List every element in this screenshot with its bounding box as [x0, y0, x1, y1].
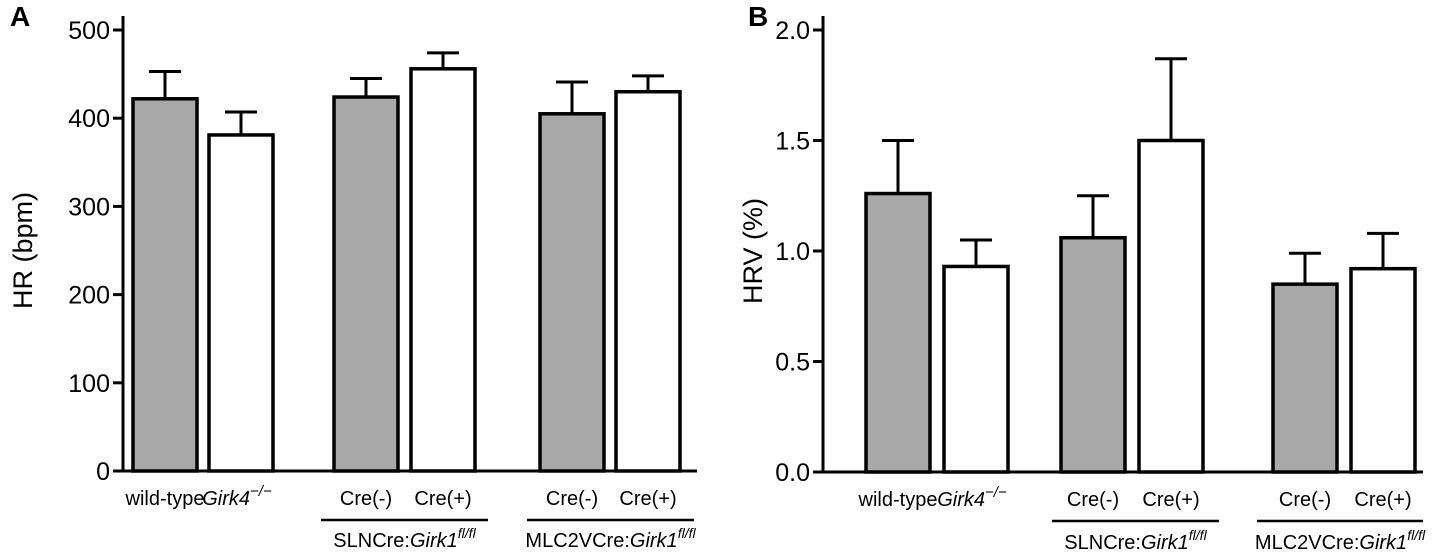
- bar: [1137, 138, 1205, 474]
- bar: [614, 89, 682, 473]
- bar: [538, 112, 606, 473]
- category-label: Girk4−/−: [937, 484, 1007, 511]
- group-label: MLC2VCre:Girk1fl/fl: [525, 525, 696, 552]
- category-label: Cre(-): [340, 488, 392, 510]
- category-label: wild-type: [858, 489, 938, 511]
- category-label: Cre(+): [414, 488, 471, 510]
- panel-letter: A: [10, 1, 30, 32]
- category-label: Cre(+): [619, 488, 676, 510]
- category-label: wild-type: [125, 488, 205, 510]
- y-tick-label: 2.0: [775, 17, 810, 45]
- category-label: Cre(-): [1279, 489, 1331, 511]
- group-label: SLNCre:Girk1fl/fl: [1064, 527, 1207, 554]
- panel-b-hrv-chart: B 0.0 0.5 1.0 1.5 2.0 HRV (%) wild-type Girk4−/−…: [738, 1, 1426, 554]
- y-tick-label: 200: [68, 282, 110, 310]
- panel-letter: B: [748, 1, 768, 32]
- category-label: Cre(+): [1354, 489, 1411, 511]
- y-tick-label: 0.5: [775, 349, 810, 377]
- y-tick-label: 400: [68, 105, 110, 133]
- bar: [942, 264, 1010, 474]
- y-tick-label: 0: [96, 458, 110, 486]
- y-tick-label: 0.0: [775, 459, 810, 487]
- panel-a-hr-chart: A 0 100 200 300 400 500 HR (bpm) wild-typeGirk4−…: [8, 1, 697, 552]
- bar: [1349, 266, 1417, 474]
- y-tick-label: 300: [68, 193, 110, 221]
- bar: [332, 95, 400, 473]
- y-axis-title: HRV (%): [738, 198, 768, 304]
- bar: [131, 97, 199, 473]
- bar: [1059, 235, 1127, 474]
- y-tick-label: 100: [68, 370, 110, 398]
- bar: [207, 133, 275, 473]
- category-label: Cre(-): [546, 488, 598, 510]
- bar: [864, 191, 932, 474]
- bar: [1271, 282, 1339, 474]
- y-tick-label: 1.5: [775, 128, 810, 156]
- group-label: MLC2VCre:Girk1fl/fl: [1255, 527, 1426, 554]
- group-label: SLNCre:Girk1fl/fl: [333, 525, 476, 552]
- bar: [409, 67, 477, 473]
- y-tick-label: 1.0: [775, 238, 810, 266]
- category-label: Girk4−/−: [202, 483, 272, 510]
- category-label: Cre(+): [1142, 489, 1199, 511]
- category-label: Cre(-): [1067, 489, 1119, 511]
- y-axis-title: HR (bpm): [8, 192, 38, 309]
- y-tick-label: 500: [68, 17, 110, 45]
